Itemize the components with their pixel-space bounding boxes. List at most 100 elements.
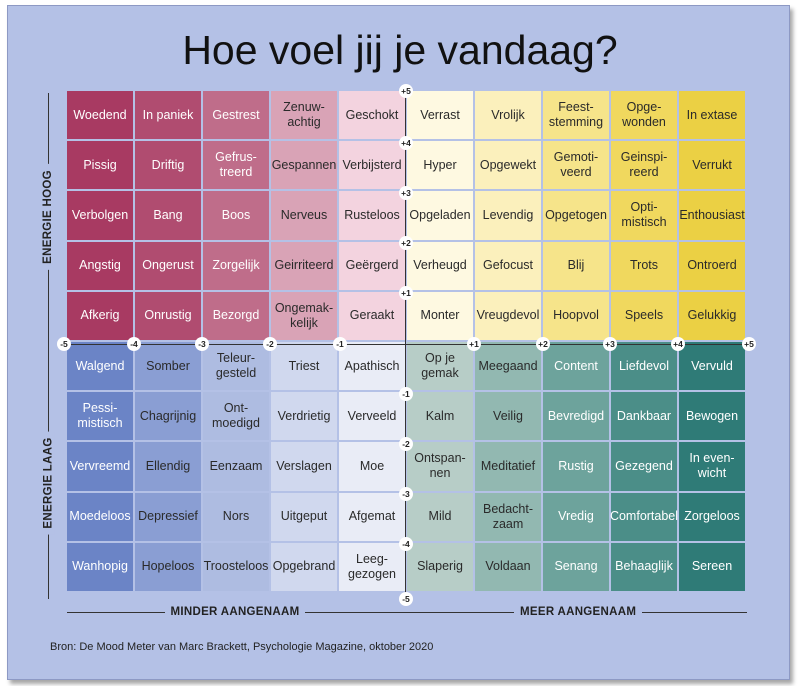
mood-cell: Verdrietig [271,392,337,441]
mood-cell: Gestrest [203,91,269,140]
mood-cell: Driftig [135,141,201,190]
mood-cell: Hopeloos [135,542,201,591]
mood-cell: Meditatief [475,442,541,491]
mood-cell: Verbijsterd [339,141,405,190]
mood-cell: Voldaan [475,542,541,591]
mood-cell: Moedeloos [67,492,133,541]
mood-cell: Zorgeloos [679,492,745,541]
left-axis-rule [48,93,49,599]
mood-cell: Vreugdevol [475,291,541,340]
mood-cell: Nerveus [271,191,337,240]
mood-cell: In extase [679,91,745,140]
mood-cell: Verbolgen [67,191,133,240]
mood-cell: Teleur- gesteld [203,342,269,391]
y-tick-label: +2 [399,236,413,250]
page-title: Hoe voel jij je vandaag? [182,27,618,73]
mood-cell: Verrast [407,91,473,140]
mood-cell: Bang [135,191,201,240]
mood-cell: Verrukt [679,141,745,190]
mood-cell: Gemoti- veerd [543,141,609,190]
mood-cell: Opti- mistisch [611,191,677,240]
mood-cell: Gefocust [475,241,541,290]
mood-cell: Geirriteerd [271,241,337,290]
x-tick-label: +2 [536,337,550,351]
mood-cell: Verheugd [407,241,473,290]
mood-cell: Triest [271,342,337,391]
x-tick-label: +3 [603,337,617,351]
y-tick-label: -1 [399,387,413,401]
mood-cell: Blij [543,241,609,290]
mood-cell: Eenzaam [203,442,269,491]
mood-cell: Ongerust [135,241,201,290]
mood-cell: Op je gemak [407,342,473,391]
mood-cell: Wanhopig [67,542,133,591]
mood-cell: Opgebrand [271,542,337,591]
y-axis-line [405,91,406,599]
source-note: Bron: De Mood Meter van Marc Brackett, P… [50,641,434,653]
mood-cell: Chagrijnig [135,392,201,441]
axis-label-meer-aangenaam: MEER AANGENAAM [514,606,643,618]
y-tick-label: +5 [399,84,413,98]
mood-cell: Vervreemd [67,442,133,491]
mood-cell: Opgewekt [475,141,541,190]
mood-cell: Sereen [679,542,745,591]
mood-cell: Bevredigd [543,392,609,441]
y-tick-label: -4 [399,537,413,551]
mood-cell: Somber [135,342,201,391]
mood-cell: Woedend [67,91,133,140]
mood-cell: Levendig [475,191,541,240]
mood-cell: Bezorgd [203,291,269,340]
mood-cell: Boos [203,191,269,240]
mood-cell: Leeg- gezogen [339,542,405,591]
mood-cell: Monter [407,291,473,340]
mood-cell: Slaperig [407,542,473,591]
mood-cell: In even- wicht [679,442,745,491]
y-tick-label: +3 [399,186,413,200]
y-tick-label: -5 [399,592,413,606]
mood-cell: Content [543,342,609,391]
mood-cell: Gelukkig [679,291,745,340]
x-tick-label: +4 [671,337,685,351]
axis-label-energie-laag: ENERGIE LAAG [42,431,55,535]
mood-cell: Bewogen [679,392,745,441]
mood-cell: Feest- stemming [543,91,609,140]
mood-cell: Zorgelijk [203,241,269,290]
mood-cell: Senang [543,542,609,591]
mood-cell: Veilig [475,392,541,441]
mood-cell: Pissig [67,141,133,190]
mood-cell: Vredig [543,492,609,541]
y-tick-label: -3 [399,487,413,501]
mood-cell: Dankbaar [611,392,677,441]
bottom-axis-rule [67,612,747,613]
mood-cell: Apathisch [339,342,405,391]
mood-cell: Ont- moedigd [203,392,269,441]
mood-cell: Hoopvol [543,291,609,340]
mood-cell: Opge- wonden [611,91,677,140]
mood-cell: Comfortabel [610,492,678,541]
mood-cell: Troosteloos [203,542,269,591]
mood-cell: Meegaand [475,342,541,391]
mood-cell: Behaaglijk [611,542,677,591]
y-tick-label: -2 [399,437,413,451]
mood-cell: Depressief [135,492,201,541]
mood-cell: Vervuld [679,342,745,391]
mood-cell: Moe [339,442,405,491]
mood-cell: Verslagen [271,442,337,491]
mood-cell: Speels [611,291,677,340]
mood-cell: Gespannen [271,141,337,190]
x-tick-label: -3 [195,337,209,351]
mood-cell: Pessi- mistisch [67,392,133,441]
mood-cell: Ontroerd [679,241,745,290]
mood-cell: Opgetogen [543,191,609,240]
x-tick-label: +1 [467,337,481,351]
mood-cell: Ellendig [135,442,201,491]
mood-cell: Enthousiast [679,191,745,240]
mood-cell: Afkerig [67,291,133,340]
x-tick-label: +5 [742,337,756,351]
y-tick-label: +1 [399,286,413,300]
mood-cell: Gezegend [611,442,677,491]
mood-cell: Gefrus- treerd [203,141,269,190]
axis-label-energie-hoog: ENERGIE HOOG [41,164,54,270]
mood-cell: Angstig [67,241,133,290]
